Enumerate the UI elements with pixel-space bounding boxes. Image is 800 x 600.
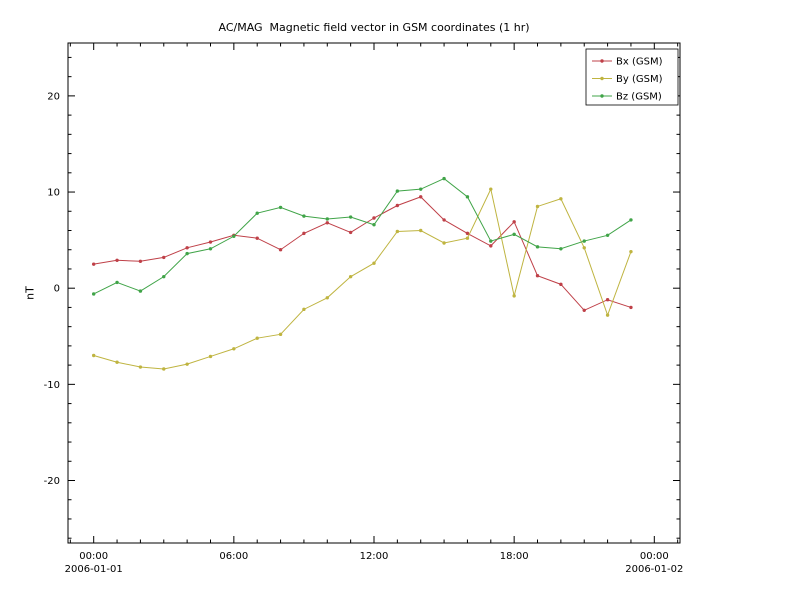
series-marker-by-gsm [629, 249, 633, 254]
x-date-label: 2006-01-02 [625, 564, 683, 575]
series-marker-bz-gsm [372, 223, 376, 227]
series-marker-by-gsm [162, 367, 166, 371]
x-tick-label: 18:00 [500, 551, 529, 562]
legend-marker-bz-gsm [600, 94, 604, 98]
series-marker-by-gsm [395, 229, 400, 234]
series-marker-by-gsm [535, 204, 540, 209]
series-marker-by-gsm [372, 261, 376, 265]
series-marker-bx-gsm [372, 216, 376, 220]
series-marker-by-gsm [442, 241, 446, 245]
series-marker-bz-gsm [232, 234, 236, 238]
series-line-by-gsm [93, 187, 632, 370]
series-marker-by-gsm [559, 197, 563, 201]
series-line-bx-gsm [93, 196, 632, 311]
series-marker-bx-gsm [185, 246, 189, 250]
series-marker-bx-gsm [278, 248, 283, 252]
y-tick-label: -20 [44, 476, 60, 487]
series-marker-bx-gsm [162, 255, 166, 260]
series-marker-bx-gsm [582, 308, 586, 313]
series-marker-bz-gsm [278, 205, 283, 210]
series-marker-bx-gsm [325, 221, 329, 225]
series-marker-bx-gsm [489, 244, 493, 248]
series-marker-bx-gsm [348, 230, 353, 235]
legend-label-bx-gsm: Bx (GSM) [616, 57, 663, 68]
series-marker-bz-gsm [535, 245, 540, 249]
legend-label-by-gsm: By (GSM) [616, 74, 663, 85]
series-marker-bx-gsm [512, 220, 516, 224]
series-marker-by-gsm [255, 336, 259, 340]
series-marker-bx-gsm [208, 240, 213, 244]
x-tick-label: 06:00 [219, 551, 248, 562]
series-marker-bz-gsm [419, 187, 423, 191]
series-marker-bz-gsm [91, 292, 96, 296]
series-marker-bz-gsm [629, 218, 633, 222]
plot-frame [67, 42, 681, 544]
x-date-label: 2006-01-01 [65, 564, 123, 575]
series-marker-bx-gsm [302, 231, 306, 236]
series-marker-bz-gsm [255, 211, 259, 215]
series-marker-by-gsm [232, 347, 236, 351]
series-marker-bz-gsm [348, 215, 353, 219]
series-marker-bz-gsm [559, 247, 563, 251]
series-marker-bz-gsm [138, 289, 143, 293]
series-marker-by-gsm [91, 353, 96, 358]
y-tick-label: 0 [54, 284, 60, 295]
y-tick-label: 20 [47, 91, 60, 102]
series-marker-bz-gsm [512, 232, 516, 237]
series-marker-bz-gsm [605, 233, 610, 238]
series-marker-bz-gsm [302, 214, 306, 218]
series-marker-bx-gsm [91, 262, 96, 266]
series-marker-by-gsm [465, 236, 470, 240]
series-marker-bx-gsm [465, 231, 470, 236]
legend-label-bz-gsm: Bz (GSM) [616, 92, 662, 103]
x-tick-label: 00:00 [79, 551, 108, 562]
series-marker-by-gsm [278, 332, 283, 337]
series-marker-bx-gsm [138, 259, 143, 263]
series-marker-bz-gsm [208, 247, 213, 251]
legend-marker-bx-gsm [600, 59, 604, 63]
series-marker-bx-gsm [629, 305, 633, 310]
series-marker-by-gsm [605, 313, 610, 317]
series-marker-bx-gsm [255, 236, 259, 240]
series-marker-by-gsm [348, 274, 353, 279]
series-marker-bz-gsm [162, 274, 166, 279]
chart-title: AC/MAG Magnetic field vector in GSM coor… [218, 21, 530, 34]
series-marker-bx-gsm [605, 298, 610, 302]
series-marker-bx-gsm [535, 273, 540, 278]
series-marker-bz-gsm [465, 195, 470, 199]
x-tick-label: 00:00 [640, 551, 669, 562]
series-marker-bx-gsm [419, 195, 423, 199]
series-marker-by-gsm [325, 296, 329, 300]
series-marker-by-gsm [419, 228, 423, 233]
series-marker-by-gsm [512, 294, 516, 298]
series-marker-by-gsm [138, 365, 143, 369]
series-marker-by-gsm [489, 187, 493, 191]
series-marker-bx-gsm [442, 218, 446, 222]
series-marker-by-gsm [302, 307, 306, 312]
series-marker-bx-gsm [115, 258, 119, 263]
series-marker-bz-gsm [442, 176, 446, 181]
series-marker-bz-gsm [115, 280, 119, 285]
y-tick-label: -10 [44, 380, 60, 391]
series-marker-bx-gsm [559, 282, 563, 287]
series-marker-by-gsm [185, 362, 189, 366]
x-tick-label: 12:00 [360, 551, 389, 562]
series-marker-bz-gsm [489, 239, 493, 243]
legend-marker-by-gsm [600, 76, 604, 81]
series-line-bz-gsm [93, 177, 632, 295]
series-marker-bz-gsm [325, 217, 329, 221]
series-marker-bx-gsm [395, 203, 400, 208]
series-marker-bz-gsm [395, 189, 400, 193]
series-marker-by-gsm [208, 354, 213, 359]
series-marker-bz-gsm [185, 251, 189, 256]
y-tick-label: 10 [47, 188, 60, 199]
series-marker-by-gsm [582, 246, 586, 250]
series-marker-bz-gsm [582, 239, 586, 243]
series-marker-by-gsm [115, 360, 119, 364]
